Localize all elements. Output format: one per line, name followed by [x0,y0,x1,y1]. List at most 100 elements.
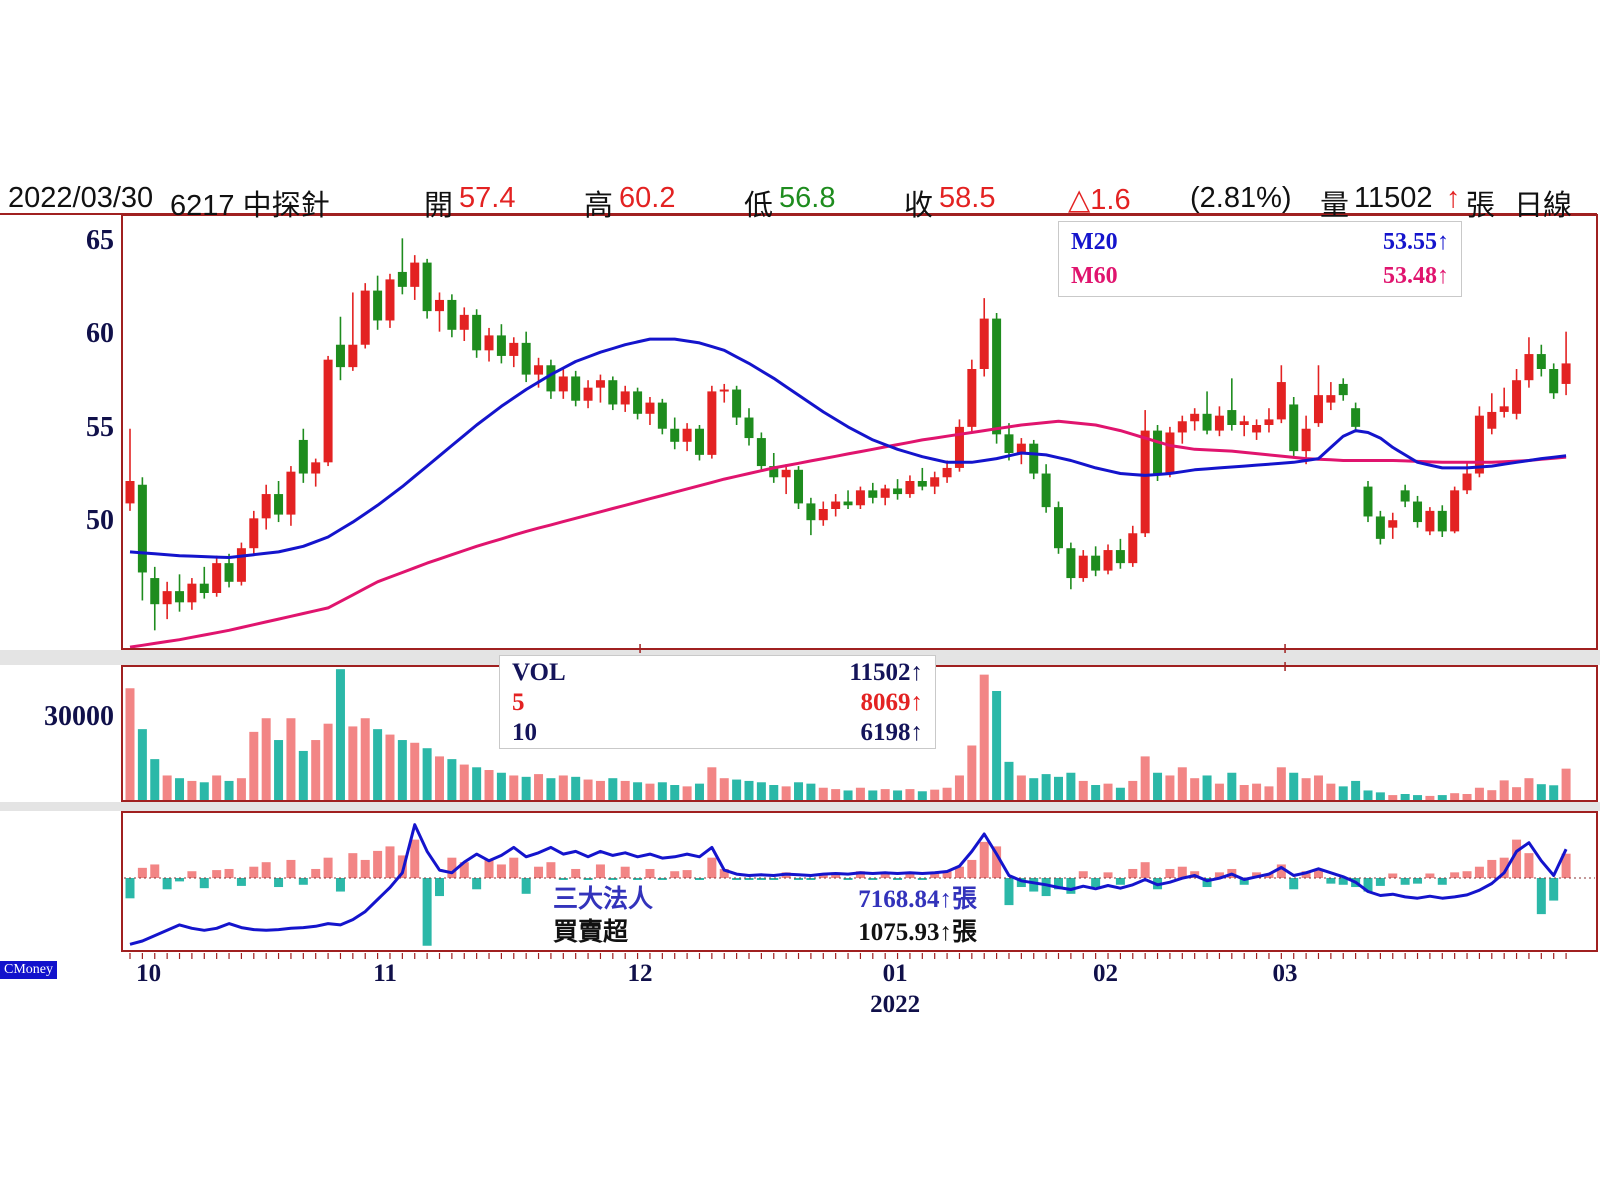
volume-bar [199,782,209,800]
volume-bar [509,775,519,800]
volume-bar [447,759,457,800]
volume-bar [534,774,544,800]
candle-body [1437,510,1447,532]
volume-bar [311,740,321,800]
candle-body [1115,550,1125,564]
volume-bar [348,726,358,800]
x-axis-ticks [129,953,1567,959]
candle-body [794,469,804,504]
netbuy-bar [261,862,271,878]
candle-body [1524,354,1534,381]
netbuy-bar [905,873,915,878]
candle-body [583,387,593,401]
netbuy-bar [1549,878,1559,901]
volume-bar [583,779,593,800]
volume-bar [818,787,828,800]
institutional-panel[interactable] [121,811,1598,952]
netbuy-bar [1115,878,1125,885]
volume-bar [1041,774,1051,800]
netbuy-bar [199,878,209,889]
volume-bar [806,783,816,800]
netbuy-bar [571,868,581,878]
candle-body [657,402,667,429]
open-value: 57.4 [459,182,516,214]
candle-body [360,290,370,345]
candle-body [1029,443,1039,474]
volume-bar [1413,795,1423,800]
candle-body [385,279,395,321]
volume-bar [1165,775,1175,800]
volume-bar [261,718,271,800]
volume-bar [781,786,791,800]
volume-bar [942,787,952,800]
price-axis-tick: 60 [86,318,114,350]
candle-body [992,318,1002,435]
netbuy-bar [645,868,655,878]
volume-bar [1462,794,1472,800]
volume-bar [212,775,222,800]
candle-body [806,503,816,521]
netbuy-bar [150,864,160,878]
institutional-label: 三大法人 [553,884,654,913]
volume-bar [1326,783,1336,800]
candle-body [571,376,581,401]
netbuy-bar [1276,864,1286,878]
volume-bar [1153,772,1163,800]
volume-bar [1054,776,1063,800]
candlesticks [125,238,1571,631]
volume-bar [335,669,345,800]
candle-body [930,477,940,487]
candle-body [335,344,345,368]
candle-body [843,501,853,506]
candle-body [534,365,544,375]
period-daily-label[interactable]: 日線 [1514,190,1573,222]
institutional-value: 7168.84↑張 [858,885,977,913]
netbuy-bar [1425,873,1435,878]
close-value: 58.5 [939,182,996,214]
volume-bar [1078,780,1088,800]
vol-ma10-label: 10 [512,719,537,746]
netbuy-bar [1289,878,1299,890]
netbuy-bar [670,871,680,878]
netbuy-bar [274,878,284,888]
volume-bar [137,729,147,800]
netbuy-bar [187,871,197,878]
candle-body [1363,486,1373,517]
low-value: 56.8 [779,182,836,214]
netbuy-bar [422,878,432,946]
netbuy-bar [447,857,457,878]
netbuy-bar [1400,878,1410,885]
volume-bar [1128,780,1138,800]
candle-body [323,359,333,463]
volume-bar [1029,778,1039,800]
netbuy-bar [1264,873,1274,878]
netbuy-bar [1004,878,1014,906]
netbuy-bar [125,878,135,899]
volume-bar [670,785,680,800]
volume-bars [125,669,1571,800]
volume-bar [1524,778,1534,800]
volume-bar [373,729,383,800]
volume-bar [917,791,927,800]
volume-bar [360,718,370,800]
volume-bar [1091,785,1101,800]
candle-body [410,262,420,287]
netbuy-bar [521,878,531,894]
netbuy-bar [880,873,890,878]
volume-bar [1103,783,1113,800]
volume-bar [1474,787,1484,800]
main-price-panel[interactable] [121,214,1598,650]
candle-body [224,563,234,582]
netbuy-bar [1375,878,1385,886]
volume-bar [410,742,420,800]
candle-body [917,481,927,487]
institutional-line [129,823,1568,946]
volume-bar [645,783,655,800]
candle-body [831,501,841,509]
ma-legend-box: M20 53.55↑ M60 53.48↑ [1058,221,1462,297]
netbuy-bar [137,867,147,878]
volume-bar [150,759,160,800]
candle-body [694,428,704,455]
candle-body [1004,434,1014,453]
